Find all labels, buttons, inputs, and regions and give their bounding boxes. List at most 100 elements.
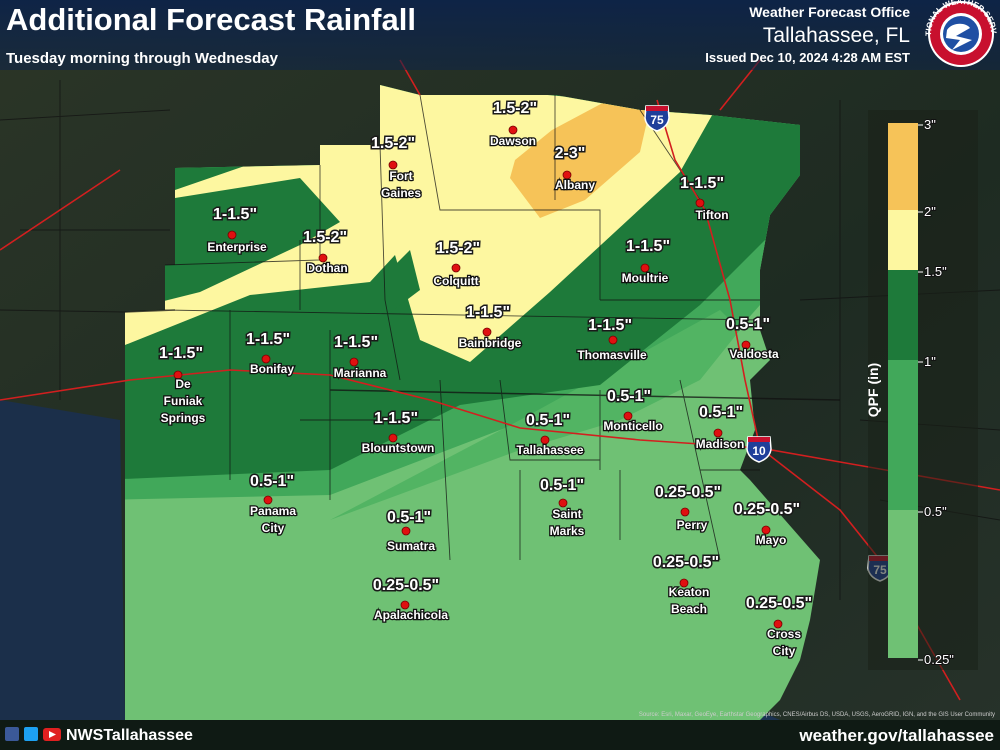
city-dot xyxy=(623,411,633,421)
rainfall-amount: 1.5-2" xyxy=(371,135,415,152)
legend-tick-label: 0.5" xyxy=(924,504,947,519)
header-bar xyxy=(0,0,1000,70)
facebook-icon[interactable] xyxy=(5,727,19,741)
city-name: Tallahassee xyxy=(516,443,583,457)
city-dot xyxy=(318,253,328,263)
legend-swatch xyxy=(888,360,918,510)
legend-tick-label: 1.5" xyxy=(924,264,947,279)
zone-1-1-5 xyxy=(160,178,340,302)
city-dot xyxy=(713,428,723,438)
website[interactable]: weather.gov/tallahassee xyxy=(798,726,994,745)
city-name: Madison xyxy=(696,437,745,451)
city-dot xyxy=(695,198,705,208)
rainfall-amount: 0.5-1" xyxy=(387,509,431,526)
rainfall-amount: 0.5-1" xyxy=(726,316,770,333)
rainfall-amount: 0.5-1" xyxy=(526,412,570,429)
rainfall-amount: 1-1.5" xyxy=(680,175,724,192)
city-name: Panama xyxy=(250,504,296,518)
city-dot xyxy=(558,498,568,508)
subtitle: Tuesday morning through Wednesday xyxy=(6,50,279,67)
city-dot xyxy=(540,435,550,445)
rainfall-amount: 1.5-2" xyxy=(303,229,347,246)
city-name: Marianna xyxy=(334,366,387,380)
city-name: Blountstown xyxy=(362,441,435,455)
city-name: Apalachicola xyxy=(374,608,448,622)
city-name: Bonifay xyxy=(250,362,294,376)
city-dot xyxy=(761,525,771,535)
city-dot xyxy=(388,433,398,443)
zone-0-5-1 xyxy=(330,310,740,520)
city-dot xyxy=(261,354,271,364)
city-dot xyxy=(508,125,518,135)
city-name: Sumatra xyxy=(387,539,435,553)
interstate-number: 10 xyxy=(752,444,766,458)
city-dot xyxy=(608,335,618,345)
city-dot xyxy=(401,526,411,536)
city-name: Fort xyxy=(389,169,412,183)
rainfall-amount: 1-1.5" xyxy=(159,345,203,362)
legend-swatch xyxy=(888,210,918,270)
rainfall-amount: 0.25-0.5" xyxy=(373,577,439,594)
interstate-shield-top xyxy=(646,106,668,111)
city-layer: 1.5-2" Dawson 1.5-2" Fort Gaines 2-3" Albany 1-… xyxy=(157,99,813,660)
rainfall-amount: 0.5-1" xyxy=(540,477,584,494)
city-name: Keaton xyxy=(669,585,710,599)
gulf-water xyxy=(0,400,125,720)
city-name: Dawson xyxy=(490,134,536,148)
city-dot xyxy=(263,495,273,505)
city-dot xyxy=(451,263,461,273)
city-dot xyxy=(679,578,689,588)
legend-ticks: 3" 2" 1.5" 1" 0.5" 0.25" xyxy=(918,116,955,668)
rainfall-amount: 1-1.5" xyxy=(626,238,670,255)
youtube-play xyxy=(49,731,56,738)
office-label: Weather Forecast Office xyxy=(749,4,910,20)
legend-panel xyxy=(868,110,978,670)
city-name: Valdosta xyxy=(729,347,779,361)
city-name: Springs xyxy=(161,411,206,425)
city-dot xyxy=(680,507,690,517)
legend-tick-label: 0.25" xyxy=(924,652,954,667)
rainfall-amount: 1.5-2" xyxy=(436,240,480,257)
city-name: Enterprise xyxy=(207,240,267,254)
legend-swatch xyxy=(888,123,918,210)
city-dot xyxy=(349,357,359,367)
rainfall-amount: 1-1.5" xyxy=(466,304,510,321)
legend: QPF (in) 3" 2" 1.5" 1" 0.5" 0.25" xyxy=(865,110,978,670)
rainfall-amount: 1-1.5" xyxy=(334,334,378,351)
city-name: Funiak xyxy=(164,394,203,408)
county-lines xyxy=(124,94,841,561)
city-name: City xyxy=(773,644,796,658)
city-name: Dothan xyxy=(306,261,347,275)
rainfall-amount: 0.25-0.5" xyxy=(655,484,721,501)
city-name: Marks xyxy=(550,524,585,538)
zone-2-3 xyxy=(510,98,650,218)
rainfall-amount: 1-1.5" xyxy=(588,317,632,334)
legend-tick-label: 2" xyxy=(924,204,936,219)
city-dot xyxy=(741,340,751,350)
rainfall-amount: 1-1.5" xyxy=(246,331,290,348)
rainfall-amount: 1-1.5" xyxy=(374,410,418,427)
rainfall-amount: 1.5-2" xyxy=(493,100,537,117)
zone-1-1-5 xyxy=(360,250,420,320)
rainfall-amount: 0.25-0.5" xyxy=(653,554,719,571)
city-name: Bainbridge xyxy=(459,336,522,350)
city-dot xyxy=(773,619,783,629)
city-dot xyxy=(640,263,650,273)
city-name: Monticello xyxy=(603,419,662,433)
social-handle[interactable]: NWSTallahassee xyxy=(66,727,193,744)
city-name: De xyxy=(175,377,191,391)
rainfall-amount: 0.5-1" xyxy=(699,404,743,421)
legend-swatch xyxy=(888,510,918,658)
legend-title: QPF (in) xyxy=(865,363,881,417)
interstate-shield xyxy=(746,436,772,463)
rainfall-amount: 0.5-1" xyxy=(250,473,294,490)
office-location: Tallahassee, FL xyxy=(763,24,910,47)
twitter-icon[interactable] xyxy=(24,727,38,741)
logo-center xyxy=(943,16,979,52)
legend-tick-label: 1" xyxy=(924,354,936,369)
legend-tick-label: 3" xyxy=(924,117,936,132)
city-name: Gaines xyxy=(381,186,421,200)
city-dot xyxy=(173,370,183,380)
city-name: Thomasville xyxy=(577,348,647,362)
